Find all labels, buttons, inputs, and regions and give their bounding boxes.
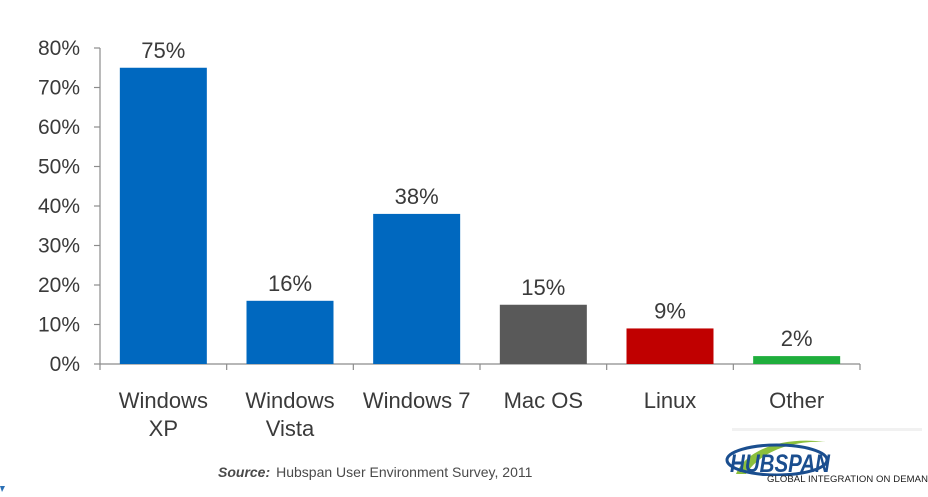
y-axis: 0% 10% 20% 30% 40% 50% 60% 70% 80% — [38, 37, 101, 376]
source-prefix: Source: — [218, 464, 271, 480]
source-note: Source: Hubspan User Environment Survey, … — [218, 464, 532, 480]
source-text: Hubspan User Environment Survey, 2011 — [276, 464, 533, 480]
category-label-line: Other — [769, 388, 824, 413]
category-label: Linux — [644, 388, 697, 413]
category-label-line: Windows 7 — [363, 388, 471, 413]
category-labels: Windows XP Windows Vista Windows 7 Mac OS Linu… — [119, 388, 824, 441]
y-tick-label: 20% — [38, 274, 80, 297]
hubspan-logo: HUBSPAN GLOBAL INTEGRATION ON DEMAND — [722, 428, 928, 486]
hubspan-logo-mark: HUBSPAN — [725, 440, 831, 476]
bar — [626, 328, 714, 364]
bars — [119, 67, 841, 364]
bar — [246, 300, 334, 364]
y-tick-label: 60% — [38, 116, 80, 139]
y-tick-label: 10% — [38, 314, 80, 337]
category-label-line: XP — [149, 416, 178, 441]
category-label: Other — [769, 388, 824, 413]
y-tick-label: 80% — [38, 37, 80, 60]
category-label: Windows Vista — [245, 388, 334, 441]
category-label-line: Mac OS — [504, 388, 583, 413]
bar — [499, 304, 587, 364]
data-label: 16% — [268, 271, 312, 296]
bar-chart: 0% 10% 20% 30% 40% 50% 60% 70% 80% 75% 16% 38% 15% 9… — [38, 37, 861, 441]
bar — [119, 67, 207, 364]
bar — [373, 213, 461, 364]
y-tick-label: 30% — [38, 235, 80, 258]
category-label-line: Windows — [245, 388, 334, 413]
y-tick-label: 50% — [38, 156, 80, 179]
category-label-line: Vista — [266, 416, 315, 441]
category-label: Windows 7 — [363, 388, 471, 413]
data-label: 9% — [654, 298, 686, 323]
logo-ring — [725, 443, 829, 476]
y-tick-label: 0% — [50, 353, 80, 376]
logo-tagline: GLOBAL INTEGRATION ON DEMAND — [767, 474, 928, 485]
data-labels: 75% 16% 38% 15% 9% 2% — [141, 38, 812, 351]
data-label: 2% — [781, 326, 813, 351]
logo-wordmark: HUBSPAN — [730, 450, 831, 476]
logo-band — [732, 428, 922, 431]
category-label-line: Linux — [644, 388, 697, 413]
y-tick-label: 70% — [38, 77, 80, 100]
category-label: Mac OS — [504, 388, 583, 413]
category-label-line: Windows — [119, 388, 208, 413]
y-tick-label: 40% — [38, 195, 80, 218]
data-label: 15% — [521, 275, 565, 300]
x-axis — [99, 363, 861, 370]
bar — [753, 356, 841, 364]
data-label: 75% — [141, 38, 185, 63]
corner-arrow-icon — [0, 479, 6, 492]
category-label: Windows XP — [119, 388, 208, 441]
data-label: 38% — [395, 184, 439, 209]
